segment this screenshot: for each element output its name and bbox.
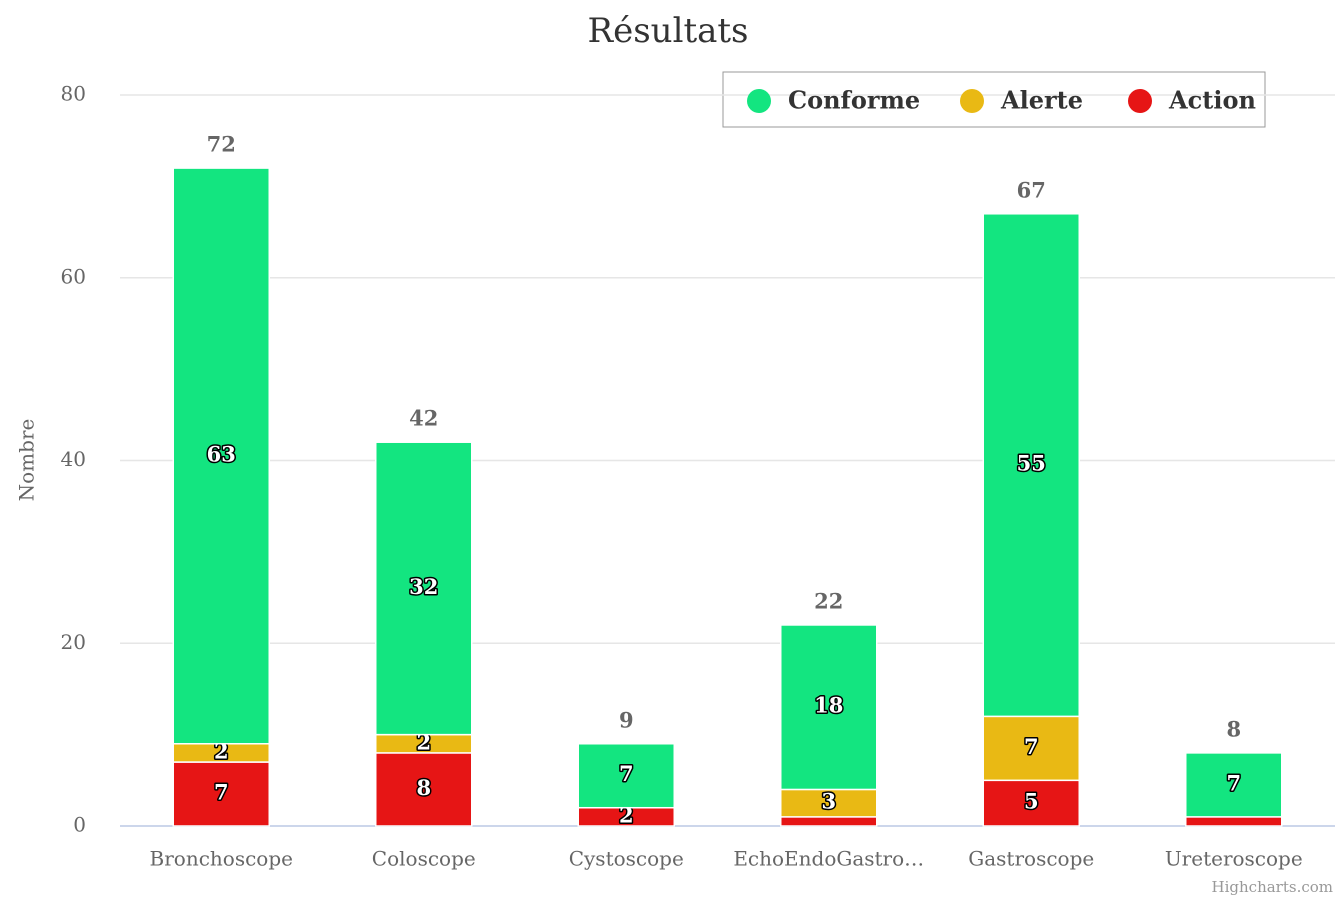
data-label: 8 — [416, 775, 431, 800]
x-tick-label: Bronchoscope — [150, 847, 293, 871]
data-label: 7 — [619, 761, 634, 786]
data-label: 3 — [821, 789, 836, 814]
x-tick-label: EchoEndoGastro… — [733, 847, 924, 871]
legend-symbol — [1128, 89, 1152, 113]
data-label: 63 — [207, 441, 236, 466]
bar-segment — [982, 779, 1080, 827]
bar-segment — [1185, 752, 1283, 818]
legend-label: Action — [1168, 86, 1256, 115]
bar-segment — [982, 715, 1080, 782]
data-label: 55 — [1017, 451, 1046, 476]
bar-segment — [172, 167, 270, 745]
total-label: 22 — [814, 588, 843, 613]
x-tick-label: Gastroscope — [968, 847, 1094, 871]
x-tick-label: Ureteroscope — [1165, 847, 1303, 871]
legend-label: Conforme — [788, 86, 920, 115]
total-label: 72 — [207, 132, 236, 157]
data-label: 18 — [814, 693, 843, 718]
legend-symbol — [747, 89, 771, 113]
bar-segment — [375, 441, 473, 736]
y-tick-label: 80 — [61, 82, 86, 106]
bar-segment — [780, 788, 878, 818]
total-label: 42 — [409, 406, 438, 431]
bar-segment — [780, 816, 878, 827]
bar-segment — [982, 213, 1080, 718]
y-tick-label: 20 — [61, 630, 86, 654]
data-label: 5 — [1024, 789, 1039, 814]
y-tick-label: 0 — [73, 813, 86, 837]
y-tick-label: 60 — [61, 264, 86, 288]
data-label: 7 — [1024, 734, 1039, 759]
data-label: 7 — [1226, 770, 1241, 795]
x-tick-label: Coloscope — [372, 847, 476, 871]
y-axis-title: Nombre — [15, 419, 39, 502]
bar-segment — [1185, 816, 1283, 827]
total-label: 8 — [1226, 716, 1241, 741]
chart-title: Résultats — [588, 11, 749, 51]
x-tick-label: Cystoscope — [569, 847, 684, 871]
bar-segment — [172, 761, 270, 827]
credit: Highcharts.com — [1212, 878, 1333, 896]
bar-segment — [375, 752, 473, 827]
total-label: 9 — [619, 707, 634, 732]
legend-symbol — [960, 89, 984, 113]
legend-label: Alerte — [1000, 86, 1083, 115]
legend-box — [722, 71, 1266, 128]
data-label: 32 — [409, 574, 438, 599]
y-tick-label: 40 — [61, 447, 86, 471]
bar-segment — [577, 743, 675, 809]
data-label: 7 — [214, 780, 229, 805]
total-label: 67 — [1017, 177, 1046, 202]
bar-segment — [780, 624, 878, 791]
